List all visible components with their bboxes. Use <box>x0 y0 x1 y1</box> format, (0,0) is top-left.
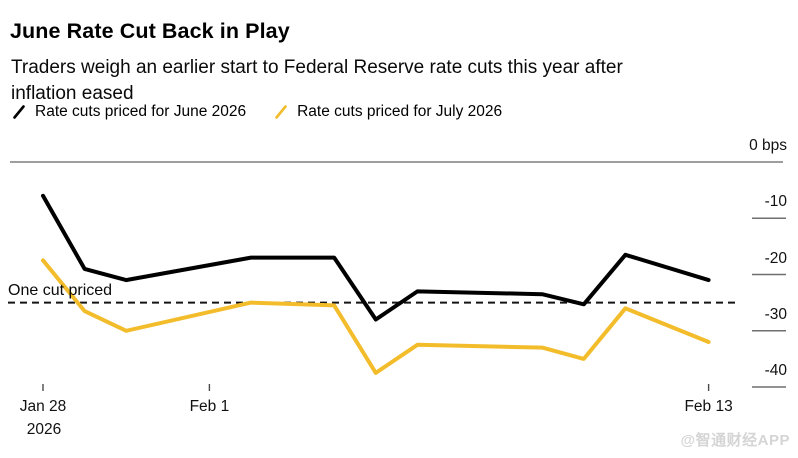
series-line-june-2026 <box>41 193 711 322</box>
chart-legend: Rate cuts priced for June 2026 Rate cuts… <box>12 103 502 121</box>
chart-subtitle-line2: inflation eased <box>11 83 134 104</box>
legend-label-july: Rate cuts priced for July 2026 <box>297 103 503 120</box>
one-cut-priced-annotation: One cut priced <box>8 282 113 299</box>
x-tick-label: Feb 13 <box>684 398 733 415</box>
x-tick-label: Feb 1 <box>189 398 230 415</box>
series-line-july-2026 <box>41 258 711 375</box>
y-axis-zero-label: 0 bps <box>749 137 787 154</box>
line-swatch-icon <box>275 104 287 119</box>
legend-label-june: Rate cuts priced for June 2026 <box>35 103 247 120</box>
chart-subtitle-line1: Traders weigh an earlier start to Federa… <box>11 57 623 78</box>
x-tick-label: Jan 28 <box>19 398 67 415</box>
y-tick-label: -20 <box>764 249 787 267</box>
legend-item-july-2026: Rate cuts priced for July 2026 <box>274 103 502 121</box>
x-tick-year-label: 2026 <box>26 421 62 438</box>
chart-title: June Rate Cut Back in Play <box>10 19 290 44</box>
watermark: @智通财经APP <box>680 432 790 449</box>
y-tick-label: -40 <box>764 362 787 379</box>
y-tick-label: -10 <box>764 193 787 211</box>
line-swatch-icon <box>13 104 25 119</box>
y-tick-label: -30 <box>764 305 787 323</box>
legend-item-june-2026: Rate cuts priced for June 2026 <box>12 103 246 121</box>
chart-subtitle: Traders weigh an earlier start to Federa… <box>11 55 623 107</box>
